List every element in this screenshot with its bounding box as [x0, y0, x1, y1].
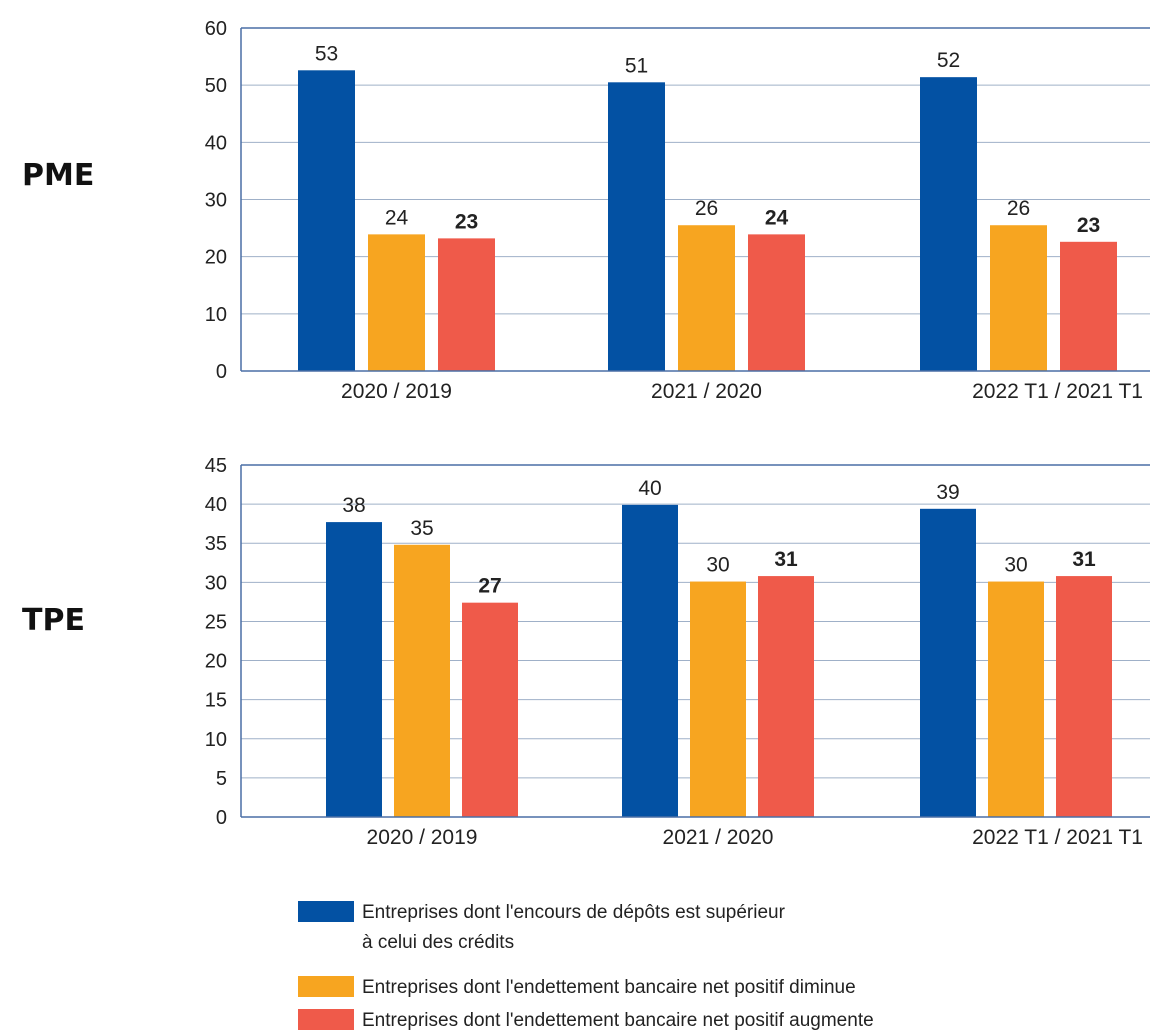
tpe-x-category-label: 2022 T1 / 2021 T1 — [972, 826, 1143, 849]
pme-data-label-debt-increasing: 23 — [455, 210, 478, 233]
pme-x-category-label: 2022 T1 / 2021 T1 — [972, 380, 1143, 403]
pme-data-label-debt-decreasing: 24 — [385, 206, 409, 229]
pme-y-tick-label: 50 — [205, 75, 227, 97]
legend: Entreprises dont l'encours de dépôts est… — [298, 901, 874, 1031]
pme-data-label-deposits: 52 — [937, 49, 960, 72]
legend-swatch-debt-decreasing — [298, 976, 354, 997]
pme-y-tick-label: 20 — [205, 247, 227, 269]
pme-y-tick-label: 0 — [216, 361, 227, 383]
pme-y-tick-label: 60 — [205, 18, 227, 40]
tpe-bar-deposits — [920, 508, 976, 817]
pme-bar-deposits — [298, 70, 355, 371]
tpe-data-label-deposits: 40 — [638, 477, 661, 500]
pme-x-category-label: 2020 / 2019 — [341, 380, 452, 403]
tpe-data-label-debt-increasing: 31 — [1072, 548, 1096, 571]
pme-bar-debt-decreasing — [990, 225, 1047, 371]
pme-data-label-deposits: 53 — [315, 42, 338, 65]
pme-bar-debt-increasing — [748, 234, 805, 371]
pme-y-tick-label: 30 — [205, 190, 227, 212]
pme-bar-debt-increasing — [438, 238, 495, 371]
pme-data-label-debt-increasing: 24 — [765, 206, 789, 229]
tpe-bar-debt-increasing — [462, 602, 518, 817]
tpe-data-label-debt-increasing: 31 — [774, 548, 798, 571]
pme-bar-debt-decreasing — [368, 234, 425, 371]
legend-label-debt-decreasing: Entreprises dont l'endettement bancaire … — [362, 977, 856, 998]
tpe-x-category-label: 2021 / 2020 — [663, 826, 774, 849]
tpe-y-tick-label: 20 — [205, 651, 227, 673]
legend-swatch-debt-increasing — [298, 1009, 354, 1030]
pme-y-tick-label: 10 — [205, 304, 227, 326]
pme-x-category-label: 2021 / 2020 — [651, 380, 762, 403]
tpe-data-label-deposits: 38 — [342, 494, 365, 517]
tpe-chart: 0 5 10 15 20 25 30 35 40 45 38 40 39 35 30 30 27 31 31 2020… — [205, 455, 1150, 849]
pme-data-label-deposits: 51 — [625, 54, 648, 77]
tpe-bar-deposits — [622, 504, 678, 817]
tpe-y-tick-label: 5 — [216, 768, 227, 790]
tpe-data-label-debt-increasing: 27 — [478, 575, 501, 598]
tpe-y-tick-label: 10 — [205, 729, 227, 751]
tpe-bar-debt-increasing — [1056, 576, 1112, 817]
tpe-bar-debt-decreasing — [394, 544, 450, 817]
tpe-y-tick-label: 35 — [205, 533, 227, 555]
tpe-data-label-deposits: 39 — [936, 481, 959, 504]
tpe-data-label-debt-decreasing: 30 — [706, 554, 729, 577]
pme-bar-deposits — [608, 82, 665, 371]
tpe-y-tick-label: 40 — [205, 494, 227, 516]
pme-data-label-debt-increasing: 23 — [1077, 214, 1100, 237]
legend-swatch-deposits — [298, 901, 354, 922]
tpe-y-tick-label: 25 — [205, 611, 227, 633]
legend-label-deposits-line2: à celui des crédits — [362, 932, 514, 953]
tpe-bar-deposits — [326, 522, 382, 817]
legend-label-debt-increasing: Entreprises dont l'endettement bancaire … — [362, 1010, 874, 1031]
tpe-y-tick-label: 15 — [205, 690, 227, 712]
pme-bar-debt-decreasing — [678, 225, 735, 371]
tpe-y-tick-label: 45 — [205, 455, 227, 477]
pme-data-label-debt-decreasing: 26 — [1007, 197, 1030, 220]
tpe-bar-debt-decreasing — [988, 581, 1044, 817]
pme-side-label: PME — [22, 158, 94, 193]
pme-data-label-debt-decreasing: 26 — [695, 197, 718, 220]
pme-bar-deposits — [920, 77, 977, 371]
tpe-bar-debt-decreasing — [690, 581, 746, 817]
legend-label-deposits-line1: Entreprises dont l'encours de dépôts est… — [362, 902, 786, 923]
tpe-x-category-label: 2020 / 2019 — [367, 826, 478, 849]
tpe-data-label-debt-decreasing: 30 — [1004, 554, 1027, 577]
tpe-side-label: TPE — [22, 603, 85, 638]
pme-y-tick-label: 40 — [205, 132, 227, 154]
tpe-y-tick-label: 0 — [216, 807, 227, 829]
tpe-data-label-debt-decreasing: 35 — [410, 517, 433, 540]
pme-bar-debt-increasing — [1060, 241, 1117, 371]
pme-chart: 0 10 20 30 40 50 60 53 51 52 24 26 26 23 24 23 2020 / 20… — [205, 18, 1150, 403]
tpe-bar-debt-increasing — [758, 576, 814, 817]
tpe-y-tick-label: 30 — [205, 572, 227, 594]
